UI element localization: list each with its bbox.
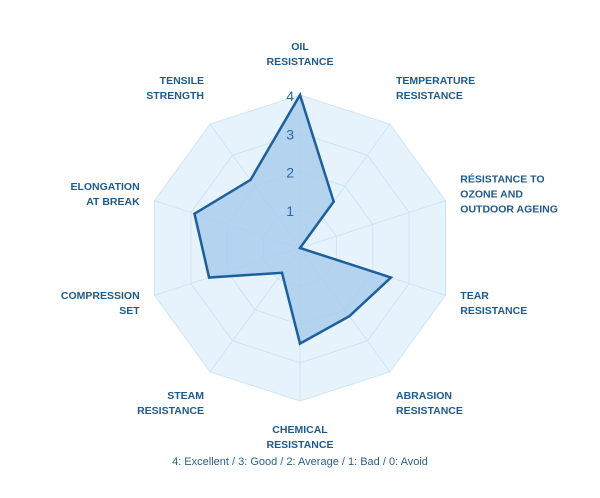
tick-label: 4 xyxy=(286,88,294,104)
radial-ticks: 1 2 3 4 xyxy=(286,88,294,219)
data-point xyxy=(298,246,302,250)
data-point xyxy=(280,271,284,274)
axis-label: ABRASION RESISTANCE xyxy=(396,390,463,417)
axis-labels: OIL RESISTANCE TEMPERATURE RESISTANCE RÉSIST… xyxy=(61,41,558,450)
tick-label: 1 xyxy=(286,203,294,219)
axis-label: OIL RESISTANCE xyxy=(267,41,334,68)
axis-label: CHEMICAL RESISTANCE xyxy=(267,424,334,450)
data-point xyxy=(348,314,351,318)
radar-chart: 1 2 3 4 OIL RESISTANCE TEMPERATURE RESISTANCE R… xyxy=(61,41,558,450)
axis-label: TEAR RESISTANCE xyxy=(460,290,527,317)
data-point xyxy=(193,212,196,215)
data-point xyxy=(207,276,211,279)
rating-legend: 4: Excellent / 3: Good / 2: Average / 1:… xyxy=(172,456,428,468)
data-point xyxy=(298,93,302,97)
tick-label: 3 xyxy=(286,126,294,142)
tick-label: 2 xyxy=(286,165,294,181)
data-point xyxy=(389,276,393,279)
data-point xyxy=(298,342,302,345)
data-point xyxy=(332,200,335,203)
axis-label: TENSILE STRENGTH xyxy=(146,75,204,102)
axis-label: COMPRESSION SET xyxy=(61,290,140,317)
data-point xyxy=(249,178,252,182)
axis-label: TEMPERATURE RESISTANCE xyxy=(396,75,475,102)
axis-label: STEAM RESISTANCE xyxy=(137,390,204,417)
axis-label: ELONGATION AT BREAK xyxy=(70,181,140,208)
series-area xyxy=(193,91,394,346)
axis-label: RÉSISTANCE TO OZONE AND OUTDOOR AGEING xyxy=(460,172,558,215)
grid-spoke xyxy=(299,200,446,249)
